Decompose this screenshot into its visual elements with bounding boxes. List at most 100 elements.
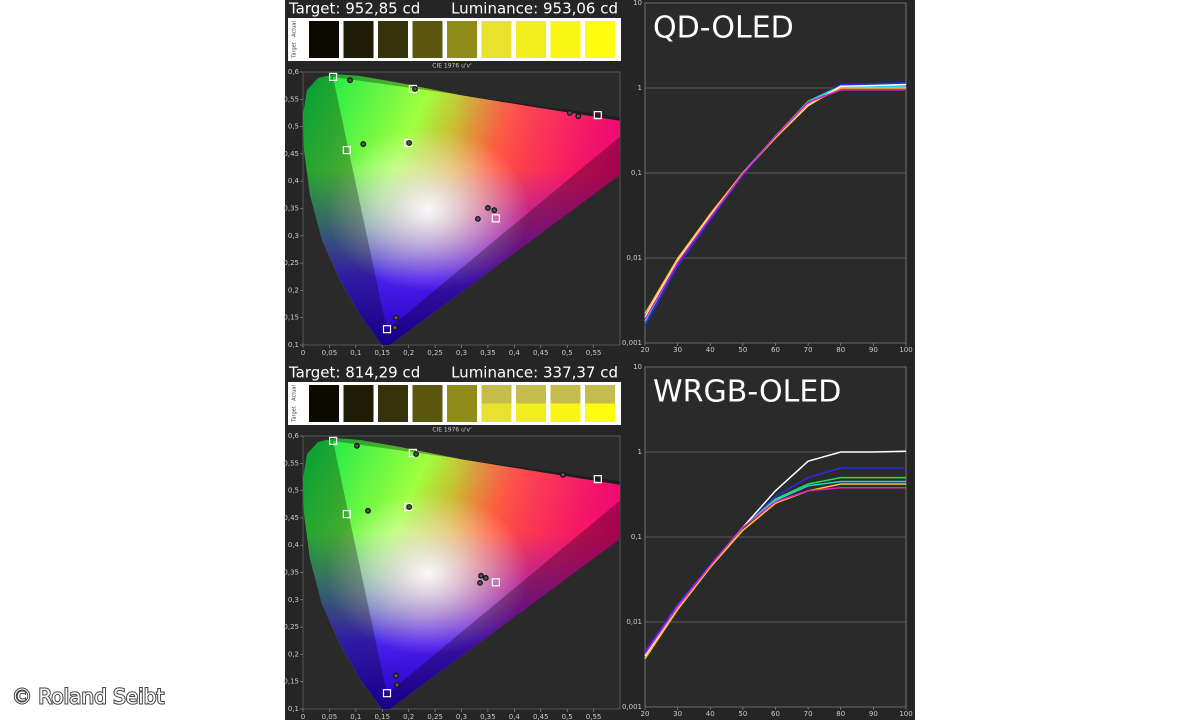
y-tick-label: 0,15: [283, 678, 299, 686]
x-tick-label: 0,55: [586, 349, 602, 357]
swatch-target: [550, 39, 581, 58]
y-tick-label: 1: [638, 84, 642, 92]
x-tick-label: 70: [804, 710, 813, 718]
x-tick-label: 0,35: [480, 713, 496, 720]
measured-point: [347, 77, 353, 84]
swatch-target: [447, 403, 477, 422]
x-tick-label: 0,25: [427, 349, 443, 357]
x-tick-label: 0,45: [533, 349, 549, 357]
chart-title: WRGB-OLED: [653, 375, 841, 410]
target-point: [342, 509, 351, 519]
measured-point: [406, 140, 413, 146]
y-tick-label: 0,45: [283, 514, 299, 522]
swatch-target: [378, 403, 408, 422]
gamut-shade: [303, 74, 620, 345]
measured-point: [413, 451, 419, 457]
y-tick-label: 0,1: [631, 533, 642, 541]
swatch-actual: [516, 385, 546, 404]
x-tick-label: 90: [869, 346, 878, 354]
x-tick-label: 0: [301, 349, 305, 357]
target-point: [593, 475, 602, 484]
measured-point: [474, 215, 481, 222]
y-tick-label: 0,35: [283, 569, 299, 577]
swatch-target: [516, 39, 546, 58]
x-tick-label: 0,2: [403, 713, 414, 720]
y-tick-label: 0,25: [283, 259, 299, 267]
measured-point: [560, 471, 566, 478]
y-tick-label: 0,35: [283, 205, 299, 213]
y-tick-label: 1: [638, 448, 642, 456]
chart-title: QD-OLED: [653, 11, 794, 46]
y-tick-label: 0,5: [288, 123, 299, 131]
series-line: [644, 486, 906, 655]
swatch-target: [378, 39, 408, 58]
x-tick-label: 30: [673, 346, 682, 354]
measured-point: [394, 682, 400, 688]
measured-point: [485, 205, 491, 211]
y-tick-label: 0,6: [288, 432, 300, 440]
swatch-target: [481, 39, 512, 58]
x-tick-label: 50: [738, 346, 747, 354]
y-tick-label: 0,55: [283, 459, 299, 467]
swatch-target: [585, 403, 615, 422]
measured-point: [365, 507, 371, 514]
y-tick-label: 0,45: [283, 150, 299, 158]
gamut-fill: [303, 74, 620, 345]
y-tick-label: 10: [633, 0, 642, 7]
x-tick-label: 90: [869, 710, 878, 718]
x-tick-label: 80: [836, 710, 845, 718]
y-tick-label: 0,15: [283, 314, 299, 322]
x-tick-label: 50: [738, 710, 747, 718]
swatch-actual: [550, 385, 581, 404]
chart-title: CIE 1976 u'v': [432, 427, 472, 434]
x-tick-label: 0,25: [427, 713, 443, 720]
x-tick-label: 0: [301, 713, 305, 720]
measured-point: [482, 575, 489, 581]
gamut-shade: [303, 438, 620, 709]
swatch-actual: [447, 385, 477, 404]
y-tick-label: 0,1: [288, 341, 299, 349]
swatch-target: [412, 39, 443, 58]
x-tick-label: 0,05: [322, 349, 338, 357]
swatch-target: [550, 403, 581, 422]
swatch-actual: [378, 385, 408, 404]
x-tick-label: 20: [641, 346, 650, 354]
swatch-label: Target: [292, 406, 298, 423]
measured-point: [491, 207, 498, 214]
credit: © Roland Seibt: [12, 685, 164, 709]
x-tick-label: 0,3: [456, 713, 467, 720]
swatch-actual: [309, 385, 339, 404]
x-tick-label: 70: [804, 346, 813, 354]
swatch-actual: [550, 21, 581, 40]
x-tick-label: 40: [706, 346, 715, 354]
target-point: [342, 145, 351, 155]
x-tick-label: 0,1: [350, 713, 361, 720]
x-tick-label: 20: [641, 710, 650, 718]
x-tick-label: 0,4: [509, 349, 521, 357]
measured-point: [393, 314, 399, 321]
target-point: [491, 214, 500, 223]
target-point: [593, 111, 602, 120]
measured-point: [406, 504, 413, 510]
swatch-target: [343, 403, 374, 422]
gamut: [303, 438, 620, 709]
y-tick-label: 0,25: [283, 623, 299, 631]
target-point: [329, 72, 338, 82]
target-label: Target: 952,85 cd: [288, 0, 420, 18]
swatch-actual: [412, 385, 443, 404]
x-tick-label: 30: [673, 710, 682, 718]
luminance-label: Luminance: 337,37 cd: [451, 364, 618, 382]
series-line: [644, 87, 906, 315]
y-tick-label: 0,2: [288, 286, 299, 294]
swatch-actual: [481, 385, 512, 404]
swatch-target: [447, 39, 477, 58]
x-tick-label: 0,3: [456, 349, 467, 357]
swatch-actual: [516, 21, 546, 40]
gamut-fill: [303, 438, 620, 709]
x-tick-label: 0,15: [374, 349, 390, 357]
measured-point: [392, 324, 398, 331]
swatch-actual: [309, 21, 339, 40]
swatch-label: Target: [292, 42, 298, 59]
swatch-target: [309, 39, 339, 58]
target-point: [382, 689, 392, 698]
